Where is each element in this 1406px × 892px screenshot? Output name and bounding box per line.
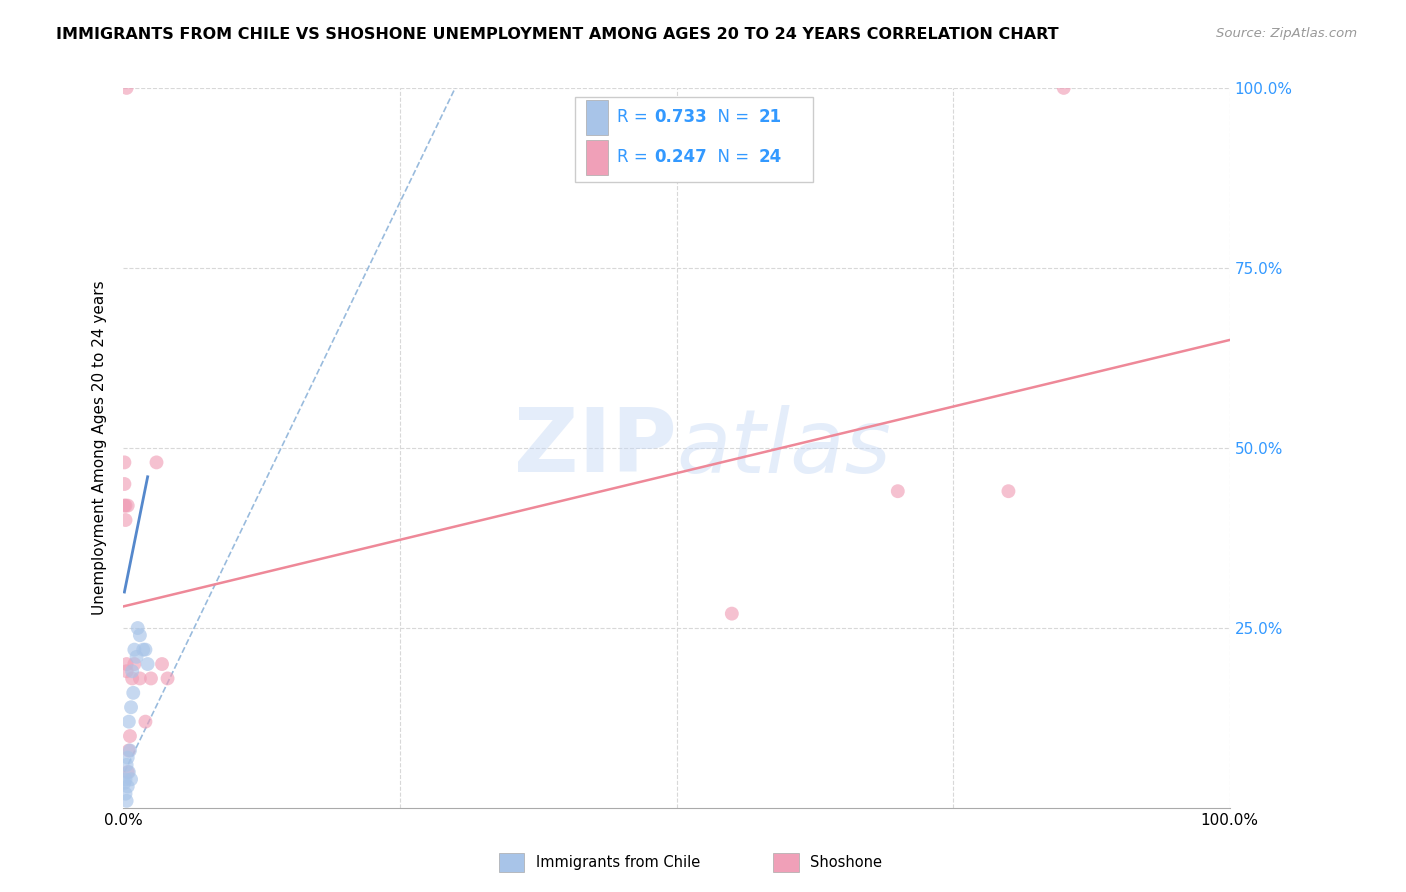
Point	[118, 743, 141, 757]
Text: atlas: atlas	[676, 405, 891, 491]
Text: 0.247: 0.247	[654, 148, 707, 167]
Point	[114, 787, 136, 801]
Y-axis label: Unemployment Among Ages 20 to 24 years: Unemployment Among Ages 20 to 24 years	[93, 281, 107, 615]
Point	[121, 672, 143, 686]
Point	[129, 628, 152, 642]
Text: 0.733: 0.733	[654, 109, 707, 127]
FancyBboxPatch shape	[586, 100, 607, 135]
Point	[1053, 81, 1076, 95]
Point	[118, 729, 141, 743]
Point	[122, 686, 145, 700]
Point	[115, 794, 138, 808]
Point	[136, 657, 159, 671]
Text: 24: 24	[758, 148, 782, 167]
Point	[117, 499, 139, 513]
Point	[112, 776, 135, 790]
Point	[124, 657, 146, 671]
Point	[112, 477, 135, 491]
Point	[129, 672, 152, 686]
Text: R =: R =	[617, 109, 652, 127]
Text: ZIP: ZIP	[513, 404, 676, 491]
Text: N =: N =	[707, 109, 755, 127]
Text: Immigrants from Chile: Immigrants from Chile	[536, 855, 700, 870]
Point	[117, 765, 139, 780]
Text: Source: ZipAtlas.com: Source: ZipAtlas.com	[1216, 27, 1357, 40]
Point	[132, 642, 155, 657]
Text: IMMIGRANTS FROM CHILE VS SHOSHONE UNEMPLOYMENT AMONG AGES 20 TO 24 YEARS CORRELA: IMMIGRANTS FROM CHILE VS SHOSHONE UNEMPL…	[56, 27, 1059, 42]
Point	[115, 657, 138, 671]
Point	[112, 455, 135, 469]
Text: Shoshone: Shoshone	[810, 855, 882, 870]
Point	[118, 714, 141, 729]
Point	[125, 649, 148, 664]
Point	[118, 743, 141, 757]
Point	[115, 81, 138, 95]
Point	[134, 642, 156, 657]
Point	[112, 499, 135, 513]
Point	[115, 665, 138, 679]
Point	[115, 757, 138, 772]
Point	[120, 772, 142, 787]
Point	[127, 621, 149, 635]
Point	[121, 665, 143, 679]
Point	[117, 780, 139, 794]
Point	[156, 672, 179, 686]
Point	[114, 499, 136, 513]
Point	[150, 657, 173, 671]
Text: 21: 21	[758, 109, 782, 127]
Point	[124, 642, 146, 657]
Text: R =: R =	[617, 148, 652, 167]
Point	[997, 484, 1019, 499]
Point	[887, 484, 910, 499]
Point	[114, 772, 136, 787]
FancyBboxPatch shape	[575, 96, 813, 182]
Point	[134, 714, 156, 729]
Point	[114, 513, 136, 527]
Point	[145, 455, 167, 469]
Text: N =: N =	[707, 148, 755, 167]
Point	[139, 672, 162, 686]
FancyBboxPatch shape	[586, 140, 607, 175]
Point	[117, 750, 139, 764]
Point	[721, 607, 744, 621]
Point	[118, 765, 141, 780]
Point	[120, 700, 142, 714]
